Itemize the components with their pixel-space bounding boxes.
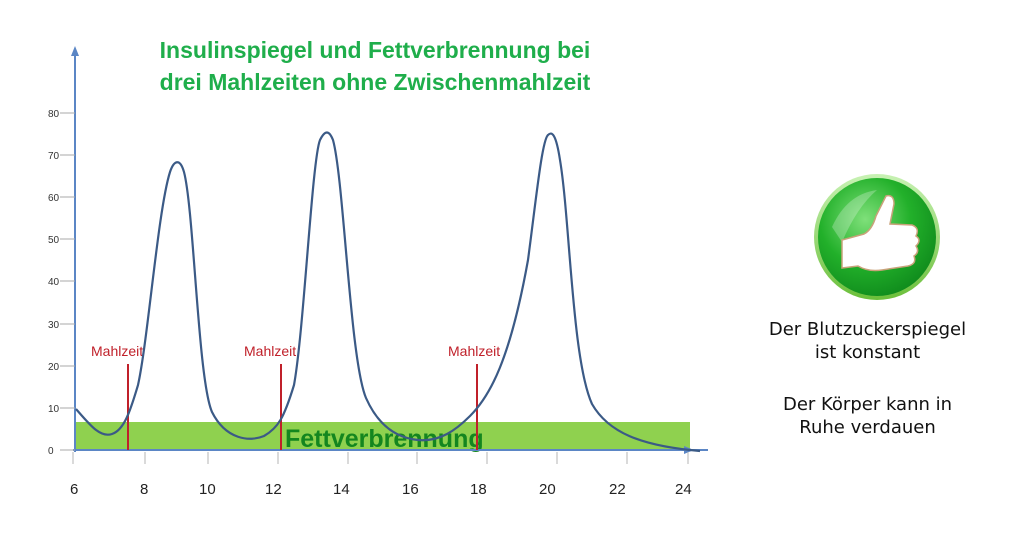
x-tick-label: 12 (265, 481, 282, 498)
fat-burning-band (76, 422, 690, 450)
y-axis-ticks (60, 112, 75, 451)
meal-marker: Mahlzeit (91, 343, 143, 450)
x-tick-label: 14 (333, 481, 350, 498)
thumbs-up-badge (812, 172, 942, 302)
x-tick-label: 20 (539, 481, 556, 498)
chart-title: Insulinspiegel und Fettverbrennung bei d… (120, 34, 630, 98)
meal-label: Mahlzeit (91, 343, 143, 359)
y-tick-label: 40 (48, 277, 60, 288)
x-axis-ticks (72, 452, 689, 464)
meal-label: Mahlzeit (448, 343, 500, 359)
note-blood-sugar: Der Blutzuckerspiegel ist konstant (735, 318, 1000, 364)
note-line: ist konstant (814, 342, 921, 363)
thumbs-up-icon (814, 174, 940, 300)
x-tick-label: 6 (70, 481, 78, 498)
y-tick-label: 20 (48, 362, 60, 373)
y-tick-label: 10 (48, 404, 60, 415)
y-tick-label: 80 (48, 109, 60, 120)
y-tick-label: 30 (48, 320, 60, 331)
fat-burning-label: Fettverbrennung (285, 425, 484, 453)
insulin-curve (75, 131, 701, 453)
y-axis-arrow-icon (71, 46, 79, 56)
chart-title-line-1: Insulinspiegel und Fettverbrennung bei (159, 37, 591, 63)
x-tick-label: 16 (402, 481, 419, 498)
note-digestion: Der Körper kann in Ruhe verdauen (735, 393, 1000, 439)
meal-marker: Mahlzeit (244, 343, 296, 450)
chart-title-line-2: drei Mahlzeiten ohne Zwischenmahlzeit (159, 69, 591, 95)
x-tick-label: 24 (675, 481, 692, 498)
note-line: Ruhe verdauen (799, 417, 936, 438)
meal-label: Mahlzeit (244, 343, 296, 359)
note-line: Der Körper kann in (782, 394, 953, 415)
y-tick-label: 70 (48, 151, 60, 162)
y-tick-label: 60 (48, 193, 60, 204)
y-tick-label: 0 (48, 446, 54, 457)
x-tick-label: 18 (470, 481, 487, 498)
y-tick-label: 50 (48, 235, 60, 246)
x-tick-label: 8 (140, 481, 148, 498)
x-tick-label: 22 (609, 481, 626, 498)
note-line: Der Blutzuckerspiegel (768, 319, 967, 340)
x-tick-label: 10 (199, 481, 216, 498)
